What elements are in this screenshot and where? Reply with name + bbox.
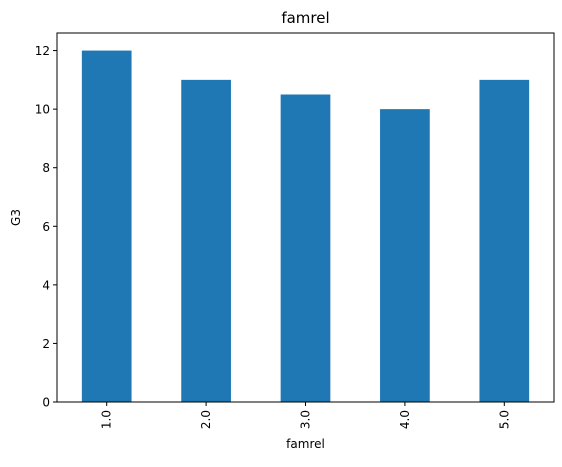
plot-frame (56, 32, 555, 403)
x-tick-label: 4.0 (398, 410, 412, 429)
bar-2.0 (181, 79, 231, 403)
y-tick-label: 8 (42, 161, 50, 175)
x-axis-label: famrel (286, 437, 325, 451)
x-tick-label: 5.0 (497, 410, 511, 429)
y-tick-label: 0 (42, 396, 50, 410)
bar-4.0 (380, 109, 430, 402)
bars-layer (81, 50, 530, 403)
y-tick-label: 2 (42, 337, 50, 351)
y-tick-label: 6 (42, 220, 50, 234)
y-tick-label: 4 (42, 278, 50, 292)
chart-title: famrel (281, 9, 329, 27)
y-axis-ticks: 0 2 4 6 8 10 12 (35, 44, 57, 410)
bar-5.0 (479, 79, 530, 403)
bar-3.0 (280, 94, 331, 402)
x-tick-label: 1.0 (100, 410, 114, 429)
y-tick-label: 12 (35, 44, 50, 58)
x-axis-ticks: 1.0 2.0 3.0 4.0 5.0 (100, 402, 511, 429)
y-axis-label: G3 (9, 209, 23, 226)
x-tick-label: 2.0 (199, 410, 213, 429)
y-tick-label: 10 (35, 103, 50, 117)
bar-1.0 (81, 50, 132, 402)
x-tick-label: 3.0 (299, 410, 313, 429)
